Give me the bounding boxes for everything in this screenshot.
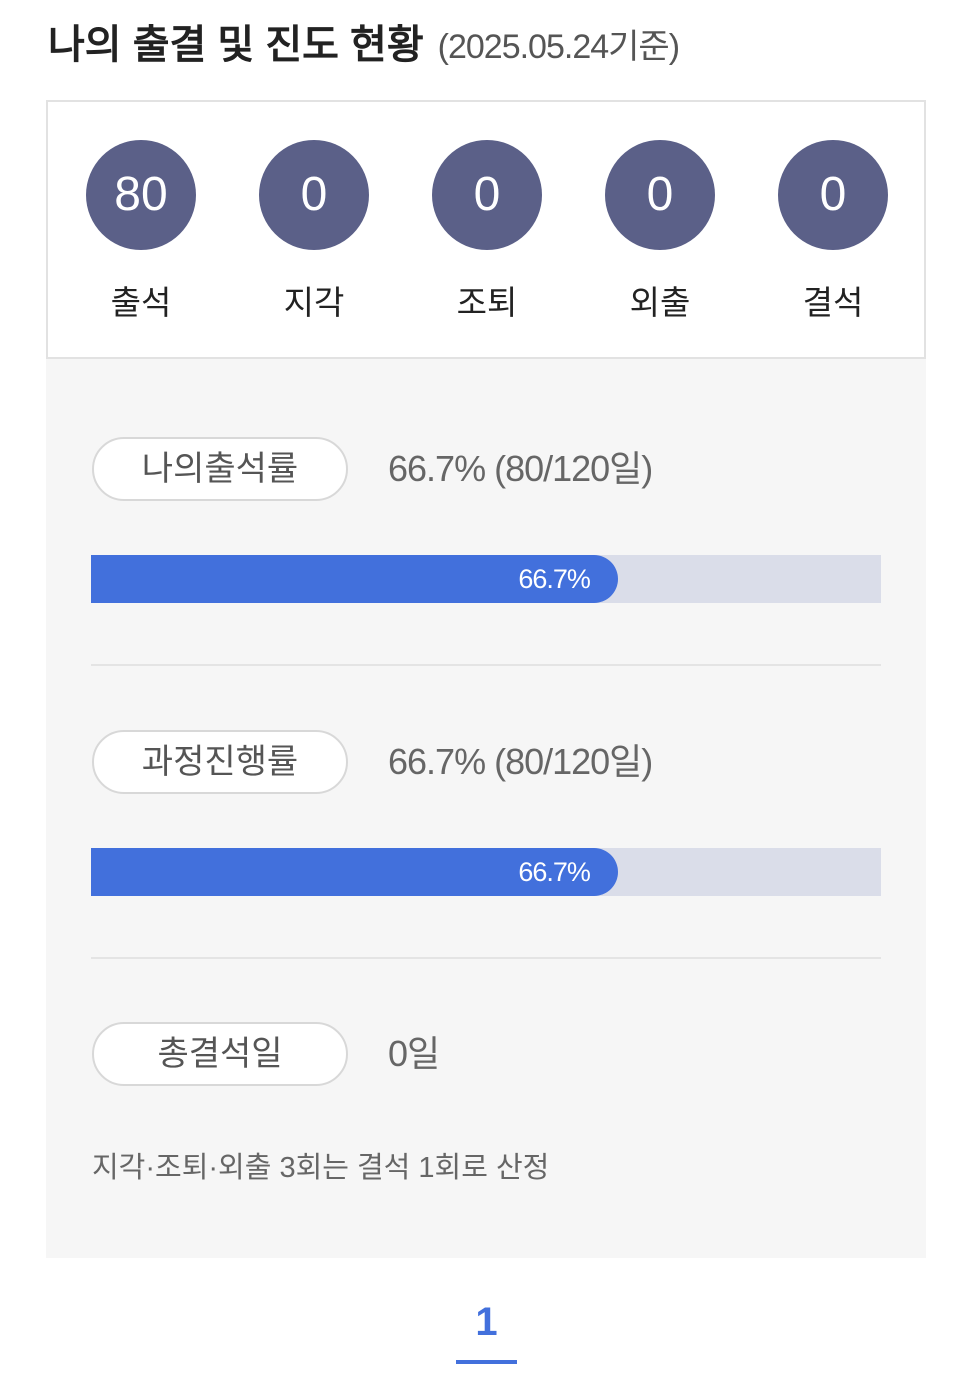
count-label: 외출	[629, 284, 691, 321]
course-progress-fill: 66.7%	[91, 848, 618, 896]
total-absence-pill: 총결석일	[92, 1022, 348, 1086]
attendance-bar-label: 66.7%	[518, 564, 591, 594]
course-progress-bar: 66.7%	[91, 848, 881, 896]
reference-date: (2025.05.24기준)	[437, 28, 680, 66]
count-label: 출석	[110, 284, 172, 321]
count-value: 0	[432, 140, 542, 250]
absence-rule-note: 지각·조퇴·외출 3회는 결석 1회로 산정	[92, 1152, 550, 1184]
page-title: 나의 출결 및 진도 현황 (2025.05.24기준)	[48, 12, 680, 70]
total-absence-value: 0일	[388, 1033, 440, 1074]
count-value: 80	[86, 140, 196, 250]
attendance-progress-fill: 66.7%	[91, 555, 618, 603]
count-absence: 0 결석	[758, 140, 908, 324]
divider	[91, 957, 881, 959]
rate-panel: 나의출석률 66.7% (80/120일) 66.7% 과정진행률 66.7% …	[46, 359, 926, 1258]
count-outing: 0 외출	[585, 140, 735, 324]
count-attendance: 80 출석	[66, 140, 216, 324]
divider	[91, 664, 881, 666]
count-label: 조퇴	[456, 284, 518, 321]
attendance-rate-pill: 나의출석률	[92, 437, 348, 501]
count-label: 결석	[802, 284, 864, 321]
course-progress-pill: 과정진행률	[92, 730, 348, 794]
pagination-page-1[interactable]: 1	[456, 1300, 517, 1364]
count-value: 0	[259, 140, 369, 250]
count-value: 0	[778, 140, 888, 250]
attendance-progress-bar: 66.7%	[91, 555, 881, 603]
course-progress-value: 66.7% (80/120일)	[388, 741, 653, 782]
course-bar-label: 66.7%	[518, 857, 591, 887]
title-text: 나의 출결 및 진도 현황	[48, 23, 424, 67]
count-value: 0	[605, 140, 715, 250]
count-early-leave: 0 조퇴	[412, 140, 562, 324]
attendance-counts: 80 출석 0 지각 0 조퇴 0 외출 0 결석	[46, 100, 926, 359]
attendance-rate-value: 66.7% (80/120일)	[388, 448, 653, 489]
count-late: 0 지각	[239, 140, 389, 324]
count-label: 지각	[283, 284, 345, 321]
